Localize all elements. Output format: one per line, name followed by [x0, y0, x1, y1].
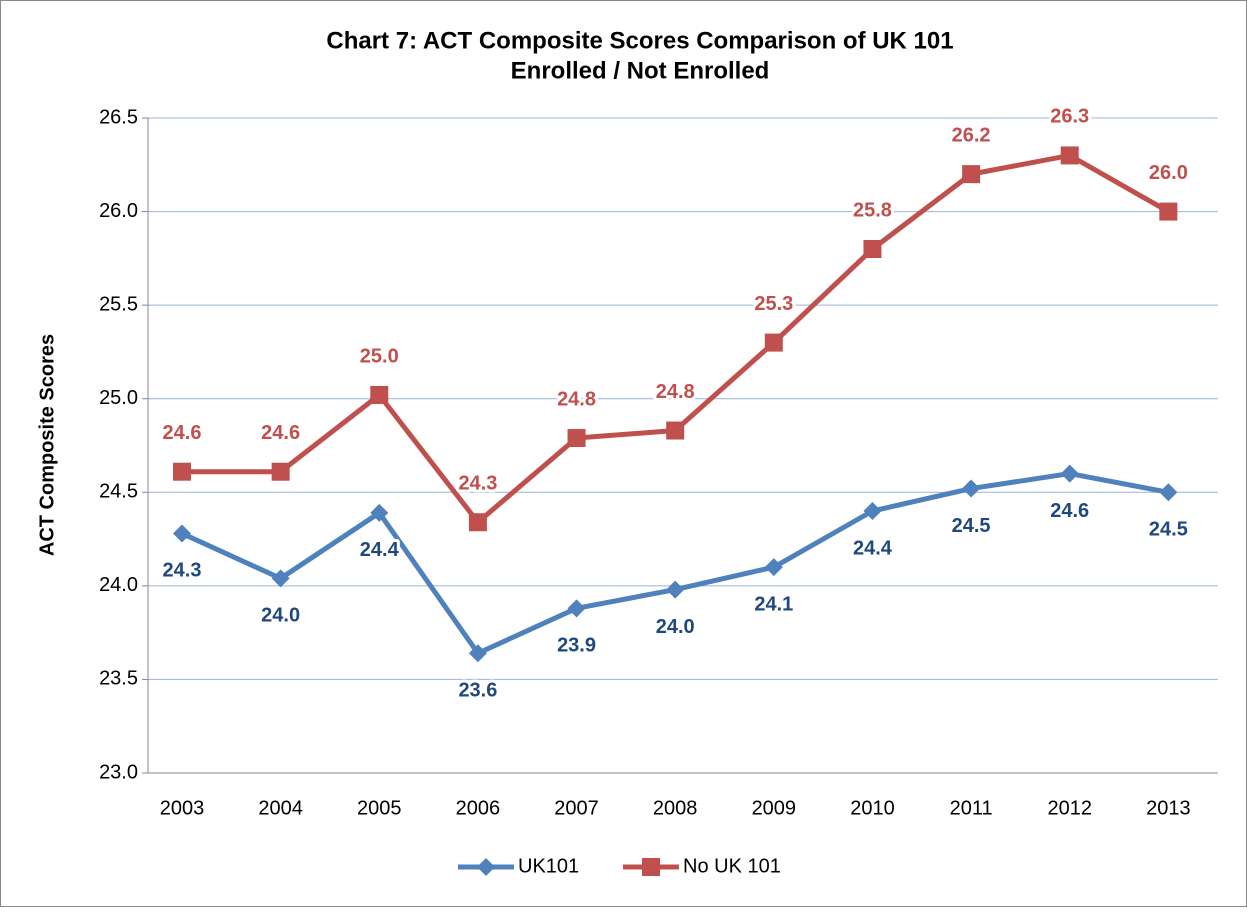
- data-label: 24.3: [458, 473, 497, 495]
- data-label: 26.2: [952, 124, 991, 146]
- x-tick-label: 2005: [357, 797, 402, 819]
- data-label: 24.4: [360, 539, 400, 561]
- legend-label: UK101: [518, 855, 579, 877]
- chart-title: Enrolled / Not Enrolled: [511, 57, 770, 84]
- y-tick-label: 24.0: [99, 574, 138, 596]
- x-tick-label: 2008: [653, 797, 698, 819]
- data-point: [666, 421, 685, 440]
- y-tick-label: 26.5: [99, 106, 138, 128]
- data-point: [173, 462, 191, 481]
- data-label: 25.3: [754, 293, 793, 315]
- data-label: 25.8: [853, 199, 892, 221]
- data-label: 23.6: [458, 680, 497, 702]
- x-tick-label: 2009: [752, 797, 797, 819]
- data-label: 26.3: [1050, 106, 1089, 128]
- x-tick-label: 2011: [950, 797, 993, 819]
- data-label: 23.9: [557, 635, 596, 657]
- data-point: [1060, 146, 1079, 165]
- legend-label: No UK 101: [683, 855, 781, 877]
- data-point: [1159, 483, 1178, 502]
- y-tick-label: 25.0: [99, 387, 138, 409]
- data-point: [271, 569, 290, 588]
- data-point: [271, 462, 290, 481]
- data-label: 26.0: [1149, 162, 1188, 184]
- data-point: [370, 385, 389, 404]
- data-label: 24.6: [163, 422, 202, 444]
- legend-marker: [642, 858, 660, 876]
- data-point: [1060, 464, 1079, 483]
- x-tick-label: 2006: [456, 797, 501, 819]
- data-point: [370, 503, 389, 522]
- data-label: 24.5: [1149, 519, 1188, 541]
- x-tick-label: 2013: [1146, 797, 1191, 819]
- data-label: 24.8: [557, 388, 596, 410]
- data-label: 24.6: [1050, 500, 1089, 522]
- data-point: [863, 502, 882, 520]
- y-tick-label: 26.0: [99, 200, 138, 222]
- x-tick-label: 2003: [160, 797, 205, 819]
- data-point: [764, 333, 783, 352]
- data-point: [173, 524, 191, 543]
- data-point: [764, 558, 783, 577]
- data-point: [1159, 202, 1178, 221]
- y-axis-label: ACT Composite Scores: [36, 334, 58, 556]
- data-label: 24.3: [163, 560, 202, 582]
- data-label: 25.0: [360, 345, 399, 367]
- x-tick-label: 2012: [1047, 797, 1092, 819]
- data-label: 24.0: [656, 616, 695, 638]
- data-point: [962, 479, 981, 498]
- y-tick-label: 23.0: [99, 761, 138, 783]
- data-point: [567, 599, 586, 618]
- x-tick-label: 2007: [554, 797, 599, 819]
- data-label: 24.8: [656, 381, 695, 403]
- data-point: [468, 513, 487, 532]
- data-label: 24.5: [952, 515, 991, 537]
- data-label: 24.1: [754, 593, 793, 615]
- data-label: 24.4: [853, 537, 893, 559]
- data-label: 24.6: [261, 422, 300, 444]
- data-point: [468, 644, 487, 663]
- data-point: [863, 240, 882, 258]
- y-tick-label: 25.5: [99, 293, 138, 315]
- chart-title: Chart 7: ACT Composite Scores Comparison…: [326, 27, 953, 54]
- x-tick-label: 2004: [258, 797, 303, 819]
- x-tick-label: 2010: [850, 797, 895, 819]
- data-point: [567, 429, 586, 448]
- y-tick-label: 23.5: [99, 668, 138, 690]
- data-label: 24.0: [261, 605, 300, 627]
- data-point: [666, 580, 685, 599]
- y-tick-label: 24.5: [99, 481, 138, 503]
- data-point: [962, 165, 981, 184]
- legend-marker: [477, 858, 495, 876]
